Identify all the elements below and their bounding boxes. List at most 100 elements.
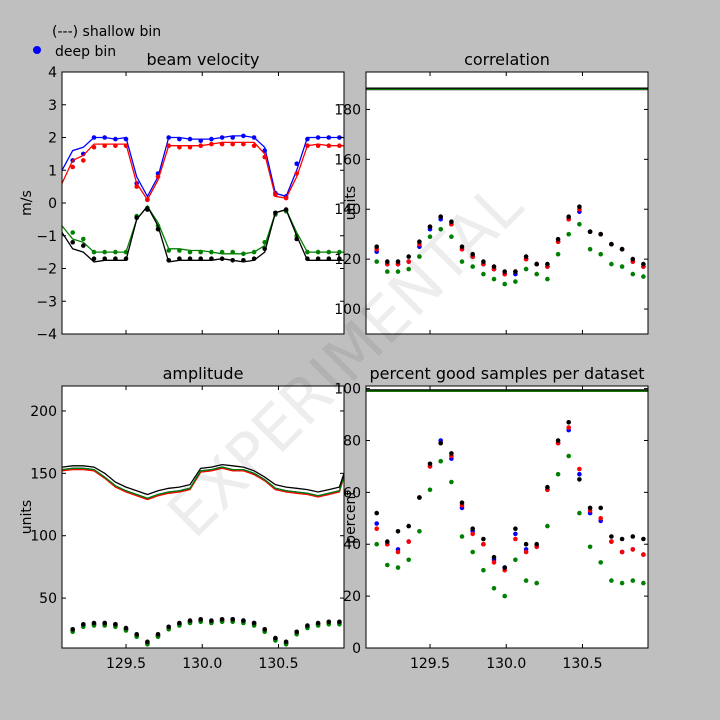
data-point-green (113, 249, 118, 255)
data-point-red (315, 143, 321, 148)
data-point-black (630, 534, 636, 539)
ytick-label: −2 (36, 262, 57, 278)
data-point-black (123, 256, 129, 262)
data-point-blue (177, 136, 182, 142)
data-point-black (262, 246, 268, 252)
data-point-red (262, 154, 268, 160)
legend-deep-marker (33, 46, 41, 54)
data-point-black (385, 539, 390, 544)
xtick-label: 130.5 (258, 656, 298, 672)
data-point-red (273, 192, 278, 198)
data-point-black (385, 259, 390, 264)
data-point-red (241, 141, 246, 147)
data-point-red (283, 195, 289, 201)
data-point-green (587, 544, 593, 550)
data-point-black (566, 420, 571, 425)
data-point-red (406, 259, 412, 264)
data-point-black (619, 246, 625, 252)
data-point-green (502, 281, 508, 287)
data-point-black (241, 618, 246, 623)
data-point-black (219, 617, 225, 622)
data-point-green (219, 249, 225, 255)
y-axis-label: units (19, 500, 35, 534)
data-point-black (219, 256, 225, 262)
data-point-green (395, 565, 401, 570)
ytick-label: 3 (48, 98, 57, 114)
data-point-red (91, 145, 97, 150)
xtick-label: 130.0 (182, 656, 222, 672)
data-point-red (113, 143, 118, 148)
data-point-green (427, 234, 433, 239)
data-point-black (470, 251, 476, 257)
data-point-green (481, 567, 486, 573)
data-point-green (566, 231, 571, 237)
data-point-green (545, 523, 550, 529)
data-point-black (449, 219, 454, 224)
data-point-black (315, 620, 321, 626)
data-point-black (198, 256, 203, 262)
xtick-label: 130.5 (562, 656, 602, 672)
data-point-green (427, 487, 433, 493)
data-point-red (70, 164, 75, 170)
data-point-red (326, 143, 332, 148)
ytick-label: 50 (39, 591, 57, 607)
data-point-red (198, 143, 203, 148)
data-point-black (155, 632, 161, 637)
data-point-green (491, 586, 497, 591)
data-point-red (251, 143, 257, 148)
data-point-green (459, 259, 465, 264)
data-point-green (523, 578, 529, 583)
ytick-label: 60 (343, 485, 361, 501)
data-point-green (641, 580, 646, 586)
data-point-black (395, 259, 401, 264)
data-point-black (630, 256, 636, 262)
data-point-black (283, 207, 289, 212)
data-point-red (81, 158, 86, 163)
data-point-green (619, 580, 625, 586)
y-axis-label: m/s (19, 190, 35, 216)
data-point-red (619, 549, 625, 555)
data-point-green (609, 578, 614, 583)
data-point-black (123, 625, 129, 631)
data-point-black (587, 229, 593, 234)
data-point-black (438, 440, 444, 446)
data-point-blue (577, 471, 582, 477)
data-point-black (395, 529, 401, 534)
data-point-green (438, 226, 444, 232)
ytick-label: −1 (36, 229, 57, 245)
data-point-black (294, 629, 300, 635)
data-point-black (294, 236, 300, 242)
data-point-black (609, 534, 614, 539)
ytick-label: 150 (30, 466, 57, 482)
data-point-black (262, 627, 268, 632)
data-point-green (513, 557, 518, 563)
data-point-black (555, 236, 561, 242)
data-point-black (337, 619, 342, 625)
data-point-blue (198, 138, 203, 144)
data-point-green (630, 578, 636, 583)
data-point-black (523, 254, 529, 259)
data-point-black (81, 622, 86, 627)
data-point-green (641, 274, 646, 279)
data-point-blue (305, 136, 310, 142)
data-point-black (166, 258, 171, 263)
data-point-green (470, 549, 476, 555)
legend-deep-label: deep bin (55, 44, 116, 60)
subplot-beam_velocity: −4 −3 −2 −1 0 1 2 3 4 beam velocity m/s (19, 50, 345, 343)
data-point-black (545, 261, 550, 267)
data-point-green (417, 529, 422, 534)
data-point-red (481, 541, 486, 547)
ytick-label: −3 (36, 294, 57, 310)
data-point-blue (374, 521, 380, 526)
series-line-blue (62, 135, 344, 198)
data-point-green (598, 560, 603, 565)
data-point-black (555, 438, 561, 443)
data-point-green (123, 249, 129, 255)
series-line-black (62, 205, 344, 263)
ytick-label: 100 (334, 302, 361, 318)
data-point-black (145, 207, 150, 212)
data-point-green (395, 269, 401, 274)
data-point-green (470, 264, 476, 269)
data-point-green (209, 249, 214, 255)
